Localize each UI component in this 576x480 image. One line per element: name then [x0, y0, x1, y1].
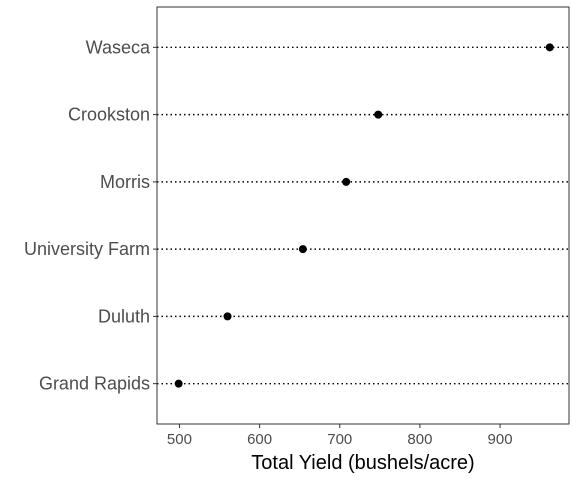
x-tick-label: 900: [488, 431, 513, 448]
data-point-waseca: [545, 43, 554, 52]
data-point-crookston: [374, 110, 383, 119]
x-tick-label: 600: [247, 431, 272, 448]
plot-panel-border: [156, 6, 570, 425]
y-tick-label: University Farm: [24, 239, 150, 259]
x-axis-title: Total Yield (bushels/acre): [251, 452, 474, 474]
x-tick-label: 800: [407, 431, 432, 448]
y-tick-label: Waseca: [86, 37, 151, 57]
y-tick-label: Grand Rapids: [39, 374, 150, 394]
x-tick-label: 500: [167, 431, 192, 448]
data-point-grand-rapids: [174, 379, 183, 388]
x-tick-label: 700: [327, 431, 352, 448]
y-axis: Grand Rapids Duluth University Farm Morris C…: [24, 37, 157, 394]
y-tick-label: Duluth: [98, 306, 150, 326]
data-point-duluth: [223, 312, 232, 321]
x-axis: 500 600 700 800 900: [167, 424, 513, 448]
reference-lines: [157, 46, 569, 385]
y-tick-label: Crookston: [68, 105, 150, 125]
y-tick-label: Morris: [100, 172, 150, 192]
data-points: [174, 43, 554, 388]
data-point-university-farm: [298, 245, 307, 254]
data-point-morris: [342, 177, 351, 186]
